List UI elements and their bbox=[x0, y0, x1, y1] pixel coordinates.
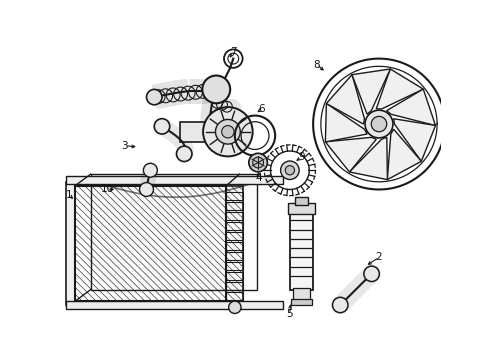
Circle shape bbox=[281, 161, 299, 180]
Circle shape bbox=[285, 166, 294, 175]
Polygon shape bbox=[349, 138, 388, 180]
Circle shape bbox=[364, 266, 379, 282]
Bar bbox=[66, 301, 283, 309]
Polygon shape bbox=[325, 103, 367, 142]
Text: 6: 6 bbox=[258, 104, 265, 114]
Text: 4: 4 bbox=[256, 173, 262, 183]
Text: 8: 8 bbox=[314, 60, 320, 70]
Polygon shape bbox=[387, 89, 436, 126]
Circle shape bbox=[176, 146, 192, 162]
Polygon shape bbox=[393, 119, 436, 161]
Text: 2: 2 bbox=[376, 252, 382, 262]
Circle shape bbox=[229, 301, 241, 314]
Bar bbox=[226, 232, 244, 239]
Polygon shape bbox=[376, 69, 423, 109]
Text: 7: 7 bbox=[230, 48, 237, 58]
Bar bbox=[226, 282, 244, 289]
Bar bbox=[226, 222, 244, 230]
Bar bbox=[91, 174, 257, 289]
Text: 9: 9 bbox=[298, 152, 305, 162]
Circle shape bbox=[203, 107, 253, 156]
Bar bbox=[226, 242, 244, 249]
Bar bbox=[226, 202, 244, 210]
Bar bbox=[293, 288, 310, 300]
Bar bbox=[66, 176, 283, 184]
Bar bbox=[75, 186, 226, 301]
Circle shape bbox=[253, 157, 264, 168]
Circle shape bbox=[140, 183, 153, 197]
Circle shape bbox=[221, 126, 234, 138]
Circle shape bbox=[365, 110, 393, 138]
Text: 3: 3 bbox=[122, 141, 128, 150]
Circle shape bbox=[147, 89, 162, 105]
Bar bbox=[226, 292, 244, 300]
Bar bbox=[66, 182, 75, 305]
Circle shape bbox=[216, 120, 240, 144]
Circle shape bbox=[371, 116, 387, 132]
Bar bbox=[290, 213, 313, 289]
Bar bbox=[226, 186, 244, 301]
Polygon shape bbox=[325, 138, 376, 172]
Circle shape bbox=[202, 76, 230, 103]
Bar bbox=[180, 122, 207, 142]
Polygon shape bbox=[387, 129, 421, 180]
Circle shape bbox=[154, 119, 170, 134]
Circle shape bbox=[144, 163, 157, 177]
Text: 10: 10 bbox=[101, 184, 114, 194]
Bar bbox=[292, 299, 312, 305]
Circle shape bbox=[333, 297, 348, 313]
Bar bbox=[294, 197, 309, 205]
Text: 1: 1 bbox=[66, 190, 73, 200]
Circle shape bbox=[249, 153, 268, 172]
Bar bbox=[226, 192, 244, 199]
Bar bbox=[226, 262, 244, 270]
Bar bbox=[226, 212, 244, 220]
Bar bbox=[226, 272, 244, 280]
Text: 5: 5 bbox=[287, 309, 293, 319]
Bar bbox=[288, 203, 315, 214]
Polygon shape bbox=[352, 69, 391, 114]
Polygon shape bbox=[326, 75, 365, 124]
Bar bbox=[226, 252, 244, 260]
